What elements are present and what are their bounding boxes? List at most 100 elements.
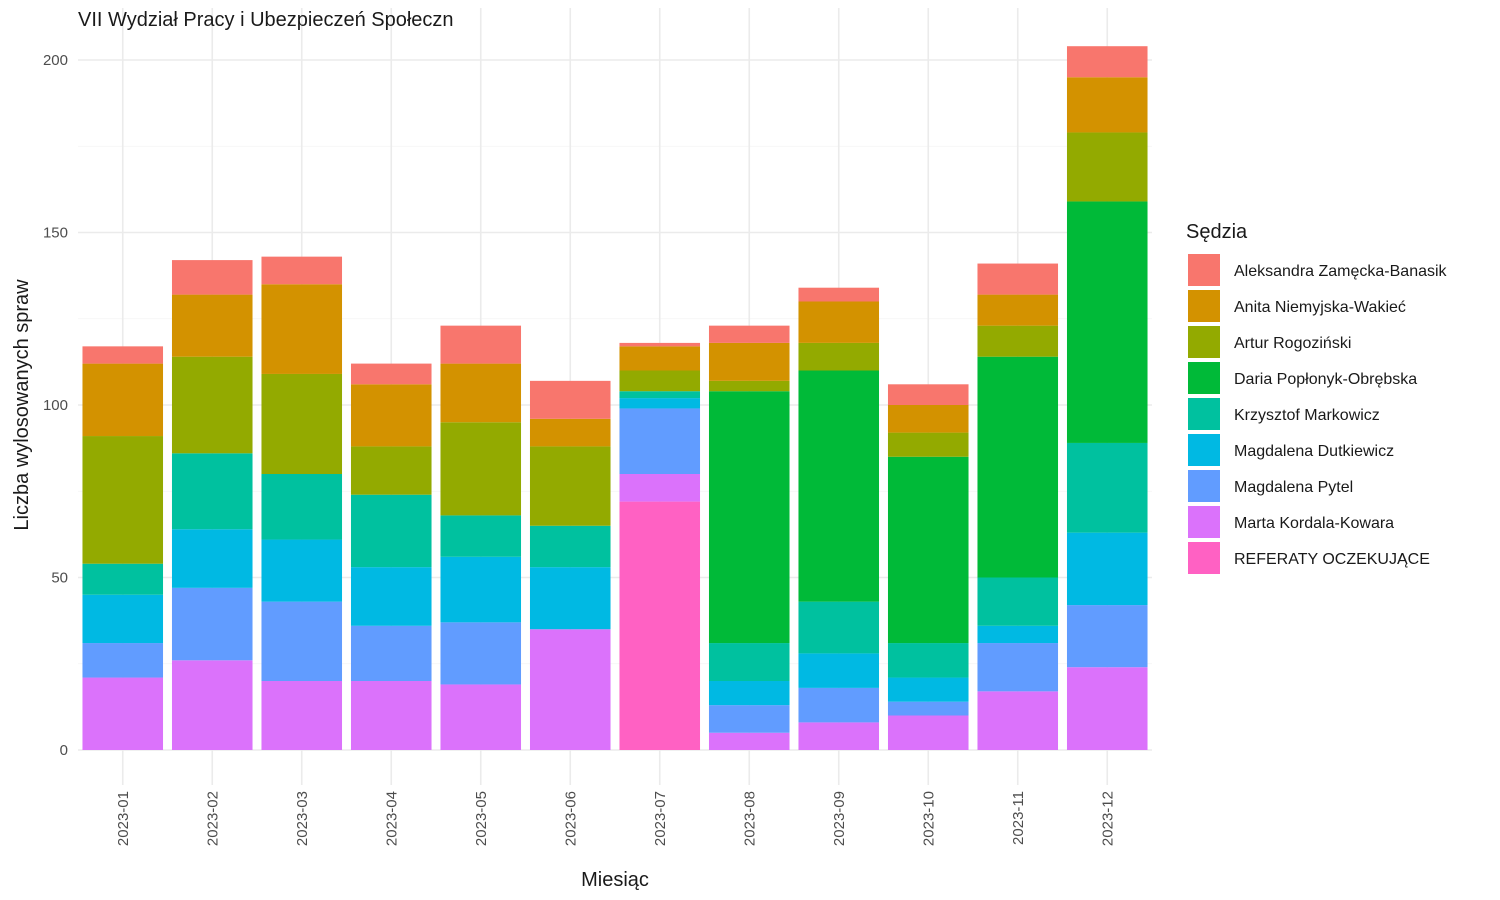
bar-segment	[1066, 46, 1148, 78]
bar-segment	[440, 684, 522, 750]
x-tick-label: 2023-07	[652, 791, 669, 846]
legend-key	[1188, 326, 1220, 358]
bar-segment	[261, 373, 343, 474]
bar-segment	[350, 494, 432, 568]
legend-key	[1188, 470, 1220, 502]
bar-segment	[440, 363, 522, 423]
legend-title: Sędzia	[1186, 221, 1248, 243]
bar-segment	[171, 356, 253, 454]
bar-segment	[619, 474, 701, 502]
bar-segment	[440, 325, 522, 364]
x-tick-label: 2023-08	[741, 791, 758, 846]
bar-segment	[1066, 132, 1148, 202]
bar-segment	[619, 398, 701, 409]
x-tick-label: 2023-06	[562, 791, 579, 846]
bar-segment	[529, 380, 611, 419]
x-tick-label: 2023-10	[920, 791, 937, 846]
bar-segment	[887, 456, 969, 644]
bar-segment	[350, 384, 432, 447]
bar-segment	[82, 563, 164, 595]
bar-segment	[708, 732, 790, 750]
bar-segment	[350, 567, 432, 626]
y-tick-label: 100	[43, 397, 68, 414]
bar-segment	[798, 601, 880, 654]
legend-key	[1188, 434, 1220, 466]
x-tick-label: 2023-03	[294, 791, 311, 846]
bar-segment	[977, 356, 1059, 578]
bars	[82, 46, 1148, 750]
bar-segment	[977, 625, 1059, 644]
bar-segment	[171, 294, 253, 357]
legend-key	[1188, 542, 1220, 574]
bar-segment	[350, 681, 432, 750]
bar-segment	[82, 643, 164, 678]
bar-segment	[977, 263, 1059, 295]
bar-segment	[350, 446, 432, 495]
y-tick-label: 0	[60, 742, 68, 759]
bar-segment	[440, 556, 522, 623]
bar-segment	[887, 384, 969, 405]
y-axis-title: Liczba wylosowanych spraw	[11, 279, 33, 531]
bar-segment	[1066, 605, 1148, 668]
legend-key	[1188, 290, 1220, 322]
bar-segment	[82, 436, 164, 564]
x-tick-label: 2023-12	[1099, 791, 1116, 846]
bar-segment	[619, 408, 701, 474]
legend-label: REFERATY OCZEKUJĄCE	[1234, 551, 1430, 568]
legend-key	[1188, 398, 1220, 430]
bar-segment	[708, 681, 790, 706]
bar-segment	[171, 260, 253, 295]
legend-label: Aleksandra Zamęcka-Banasik	[1234, 263, 1448, 280]
bar-segment	[261, 601, 343, 681]
legend-label: Krzysztof Markowicz	[1234, 407, 1380, 424]
bar-segment	[82, 346, 164, 364]
bar-segment	[887, 701, 969, 716]
bar-segment	[977, 691, 1059, 750]
bar-segment	[619, 501, 701, 750]
bar-segment	[708, 391, 790, 644]
bar-segment	[1066, 667, 1148, 750]
bar-segment	[887, 405, 969, 433]
x-tick-label: 2023-11	[1010, 791, 1027, 845]
y-tick-label: 200	[43, 52, 68, 69]
bar-segment	[887, 715, 969, 750]
bar-segment	[708, 342, 790, 381]
bar-segment	[171, 453, 253, 530]
bar-segment	[1066, 77, 1148, 133]
bar-segment	[977, 294, 1059, 326]
bar-segment	[798, 722, 880, 750]
bar-segment	[1066, 442, 1148, 533]
bar-segment	[529, 567, 611, 630]
bar-segment	[171, 660, 253, 750]
bar-segment	[798, 687, 880, 723]
chart-title: VII Wydział Pracy i Ubezpieczeń Społeczn	[78, 9, 454, 31]
bar-segment	[261, 539, 343, 602]
bar-segment	[82, 363, 164, 437]
bar-segment	[619, 370, 701, 392]
bar-segment	[82, 594, 164, 644]
bar-segment	[798, 342, 880, 371]
y-tick-label: 150	[43, 225, 68, 242]
x-axis-ticks: 2023-01 2023-02 2023-03 2023-04 2023-05 2023-…	[115, 791, 1117, 846]
legend-key	[1188, 254, 1220, 286]
bar-segment	[1066, 532, 1148, 606]
x-tick-label: 2023-02	[204, 791, 221, 846]
bar-segment	[887, 432, 969, 457]
x-tick-label: 2023-09	[831, 791, 848, 846]
bar-segment	[619, 391, 701, 399]
y-tick-label: 50	[51, 570, 68, 587]
bar-segment	[350, 625, 432, 681]
bar-segment	[798, 301, 880, 343]
x-tick-label: 2023-04	[383, 791, 400, 846]
y-axis-ticks: 0 50 100 150 200	[43, 52, 68, 759]
bar-segment	[440, 515, 522, 557]
bar-segment	[261, 474, 343, 540]
bar-segment	[171, 587, 253, 661]
bar-segment	[708, 643, 790, 681]
legend: Sędzia Aleksandra Zamęcka-Banasik Anita N…	[1186, 221, 1448, 574]
bar-segment	[82, 677, 164, 750]
bar-segment	[977, 643, 1059, 692]
legend-label: Daria Popłonyk-Obrębska	[1234, 371, 1417, 388]
bar-segment	[261, 284, 343, 374]
